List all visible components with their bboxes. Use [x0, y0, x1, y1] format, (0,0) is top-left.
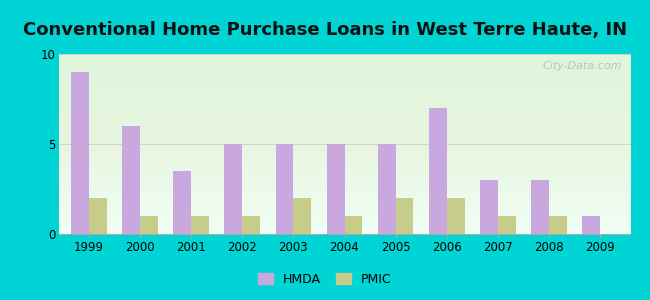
- Bar: [122, 126, 140, 234]
- Bar: [242, 216, 260, 234]
- Legend: HMDA, PMIC: HMDA, PMIC: [254, 268, 396, 291]
- Bar: [498, 216, 515, 234]
- Bar: [531, 180, 549, 234]
- Text: Conventional Home Purchase Loans in West Terre Haute, IN: Conventional Home Purchase Loans in West…: [23, 21, 627, 39]
- Bar: [480, 180, 498, 234]
- Bar: [582, 216, 600, 234]
- Bar: [174, 171, 191, 234]
- Text: City-Data.com: City-Data.com: [542, 61, 622, 71]
- Bar: [447, 198, 465, 234]
- Bar: [429, 108, 447, 234]
- Bar: [293, 198, 311, 234]
- Bar: [396, 198, 413, 234]
- Bar: [378, 144, 396, 234]
- Bar: [344, 216, 363, 234]
- Bar: [224, 144, 242, 234]
- Bar: [89, 198, 107, 234]
- Bar: [276, 144, 293, 234]
- Bar: [140, 216, 158, 234]
- Bar: [191, 216, 209, 234]
- Bar: [549, 216, 567, 234]
- Bar: [72, 72, 89, 234]
- Bar: [326, 144, 344, 234]
